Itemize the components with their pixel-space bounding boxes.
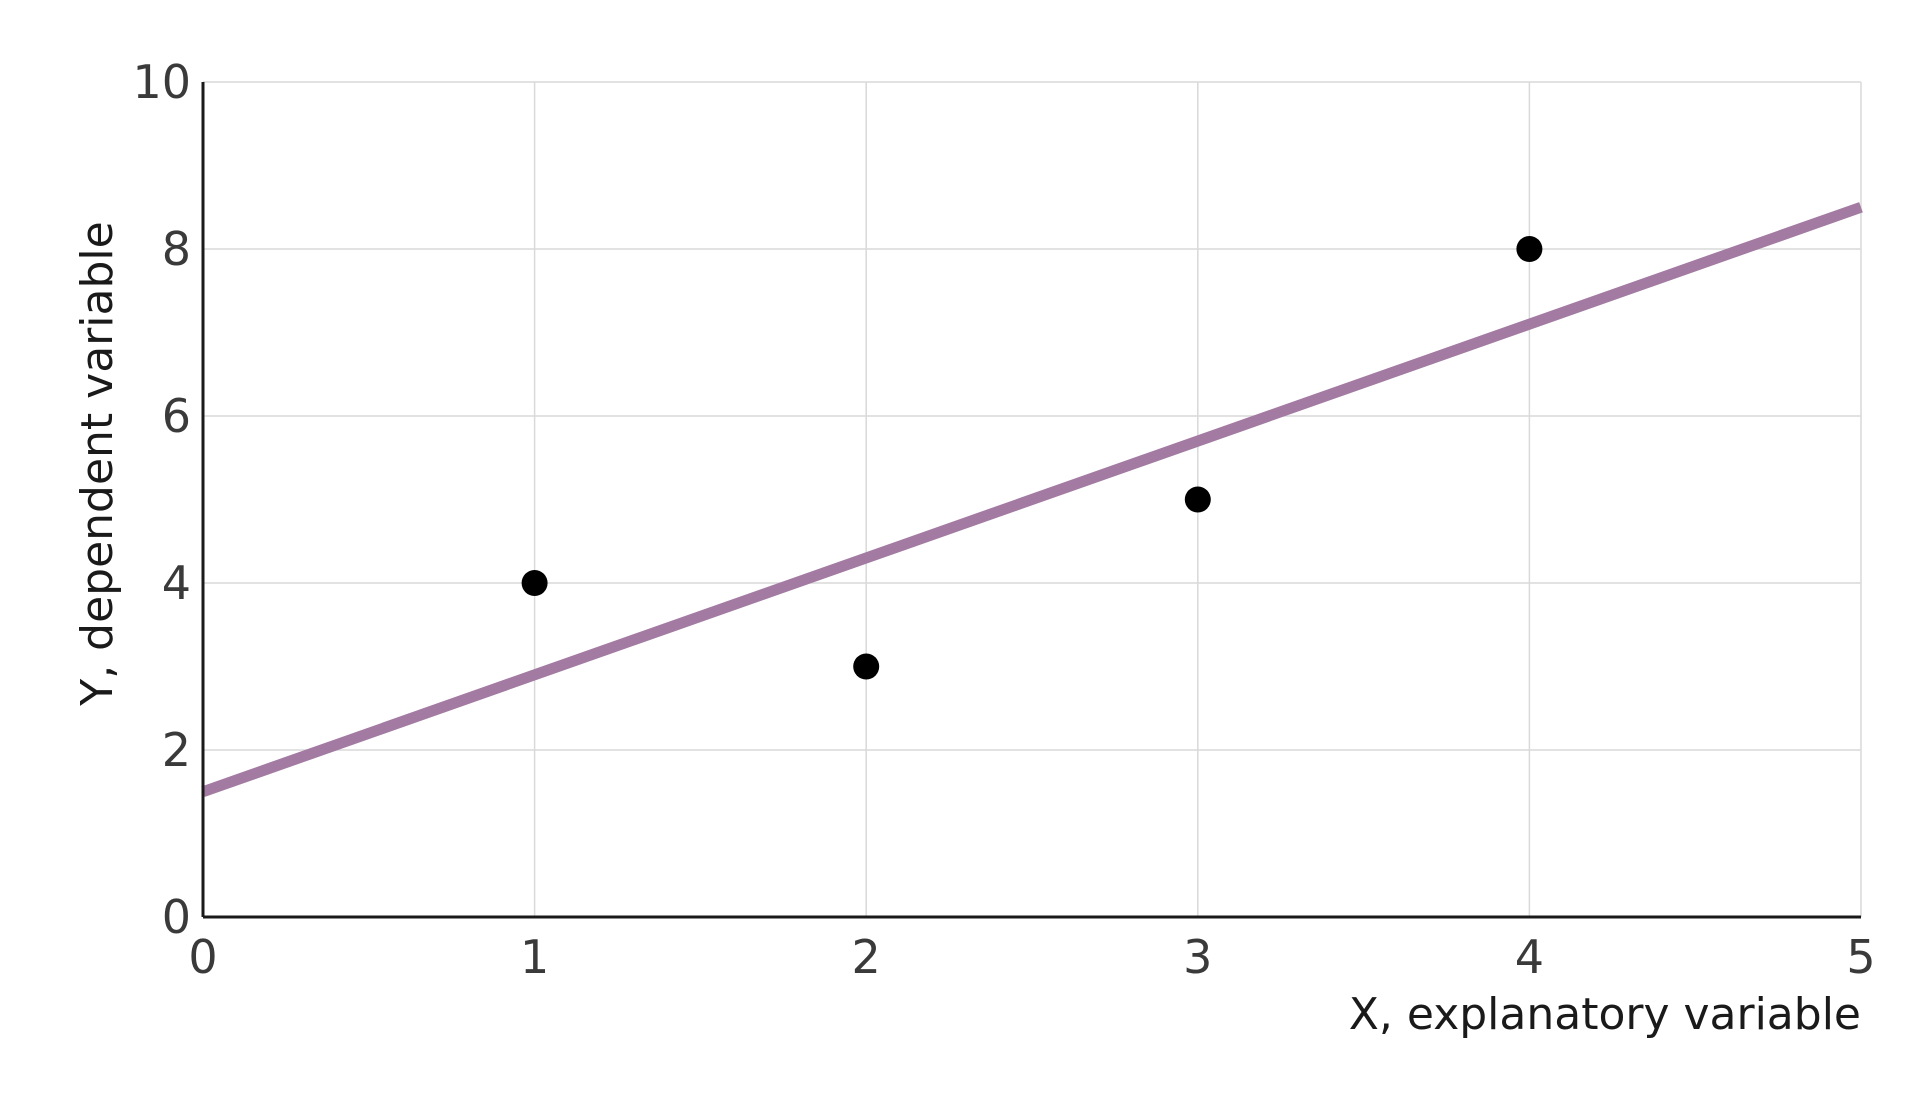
y-tick-label: 0 — [162, 890, 191, 944]
data-points — [521, 236, 1543, 680]
y-tick-label: 6 — [162, 389, 191, 443]
fitted-line — [201, 202, 1863, 797]
y-tick-label: 2 — [162, 723, 191, 777]
y-tick-label: 4 — [162, 556, 191, 610]
x-tick-label: 0 — [188, 930, 217, 984]
y-tick-label: 8 — [162, 222, 191, 276]
grid-lines — [203, 81, 1862, 917]
data-point — [1516, 236, 1543, 262]
data-point — [521, 570, 548, 596]
axes — [201, 82, 1861, 919]
y-axis-title: Y, dependent variable — [72, 221, 123, 706]
x-tick-label: 1 — [520, 930, 549, 984]
x-axis-title: X, explanatory variable — [1349, 989, 1861, 1040]
x-tick-label: 4 — [1515, 930, 1544, 984]
x-tick-label: 3 — [1183, 930, 1212, 984]
y-tick-label: 10 — [132, 55, 191, 109]
x-tick-label: 5 — [1846, 930, 1875, 984]
x-tick-label: 2 — [852, 930, 881, 984]
x-tick-labels: 0 1 2 3 4 5 — [188, 930, 1875, 984]
data-point — [853, 653, 880, 680]
data-point — [1184, 486, 1211, 513]
fitted-line-group — [201, 202, 1863, 797]
y-tick-labels: 0 2 4 6 8 10 — [132, 55, 191, 944]
